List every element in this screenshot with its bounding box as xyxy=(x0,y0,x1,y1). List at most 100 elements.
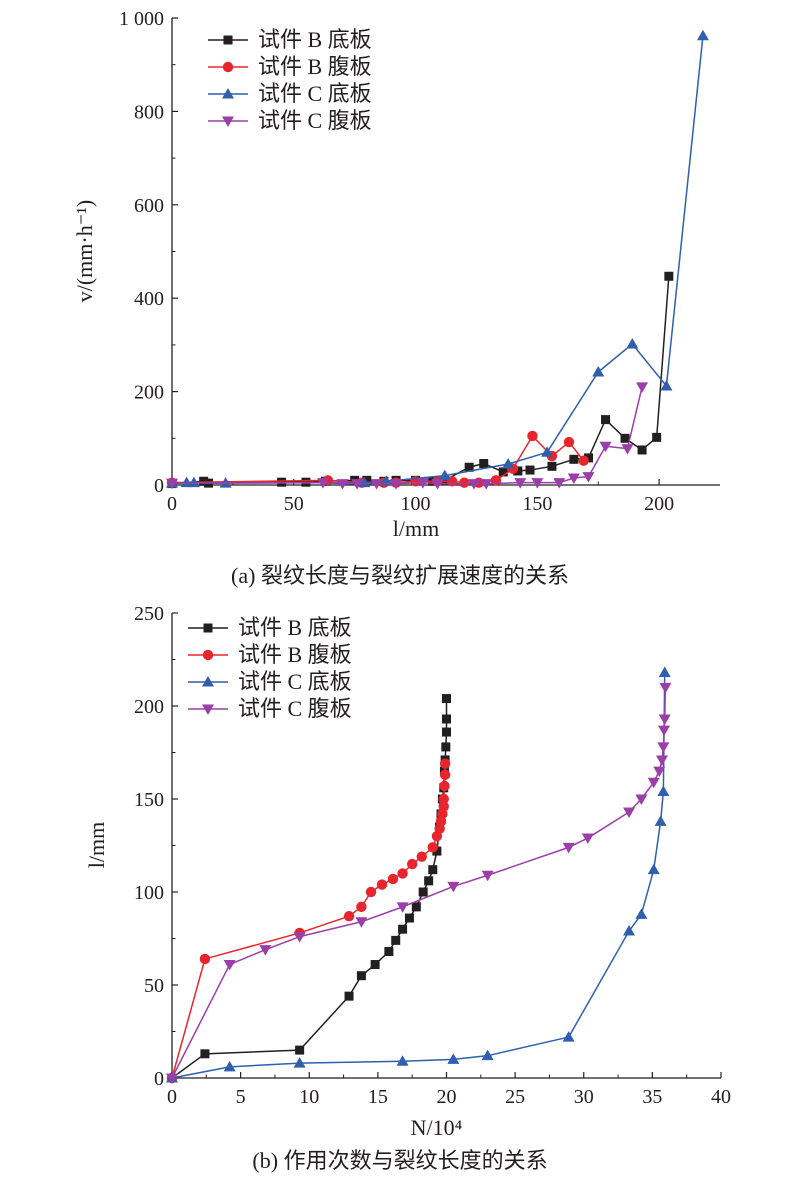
data-point xyxy=(447,881,460,893)
data-point xyxy=(527,430,538,442)
data-point xyxy=(370,960,380,970)
data-point xyxy=(199,476,209,486)
data-point xyxy=(438,793,449,805)
data-point xyxy=(660,379,673,391)
data-point xyxy=(636,382,649,393)
data-point xyxy=(351,479,364,490)
legend-label: 试件 B 腹板 xyxy=(238,642,352,667)
data-point xyxy=(635,908,648,919)
x-axis-label: l/mm xyxy=(393,516,439,541)
data-point xyxy=(479,459,489,469)
legend-marker xyxy=(222,116,234,127)
data-point xyxy=(498,467,508,477)
data-point xyxy=(569,454,579,464)
series-line xyxy=(171,763,446,1079)
data-point xyxy=(468,479,481,490)
x-tick-label: 40 xyxy=(711,1086,731,1108)
x-tick-label: 25 xyxy=(505,1086,525,1108)
data-point xyxy=(432,846,442,856)
legend-label: 试件 B 底板 xyxy=(238,615,352,640)
data-point xyxy=(427,842,438,853)
data-point xyxy=(623,807,636,819)
y-tick-label: 400 xyxy=(134,288,164,310)
data-point xyxy=(391,935,401,945)
data-point xyxy=(654,815,667,826)
data-point xyxy=(406,858,418,870)
data-point xyxy=(658,725,671,737)
data-point xyxy=(199,953,211,965)
x-tick-label: 5 xyxy=(236,1086,246,1108)
data-point xyxy=(563,436,575,448)
data-point xyxy=(696,29,709,41)
series-line xyxy=(171,687,667,1079)
data-point xyxy=(223,1060,236,1072)
data-point xyxy=(396,1055,409,1066)
data-point xyxy=(553,478,566,489)
data-point xyxy=(513,466,523,476)
data-point xyxy=(592,365,605,377)
data-point xyxy=(358,476,371,488)
data-point xyxy=(293,1057,306,1068)
data-point xyxy=(599,441,612,453)
data-point xyxy=(659,682,672,694)
data-point xyxy=(317,478,330,489)
data-point xyxy=(620,433,630,443)
legend-marker xyxy=(203,623,213,633)
legend-label: 试件 C 腹板 xyxy=(258,108,372,133)
data-point xyxy=(384,947,394,957)
x-tick-label: 10 xyxy=(299,1086,319,1108)
legend-label: 试件 B 底板 xyxy=(258,27,372,52)
data-point xyxy=(481,1049,494,1061)
data-point xyxy=(396,902,409,913)
series-line xyxy=(171,276,670,485)
data-point xyxy=(336,479,349,490)
y-tick-label: 0 xyxy=(154,1068,164,1090)
x-tick-label: 0 xyxy=(167,493,177,515)
data-point xyxy=(390,479,403,490)
legend-marker xyxy=(202,676,214,687)
data-point xyxy=(481,870,494,882)
data-point xyxy=(652,432,662,442)
series-line xyxy=(171,35,704,484)
x-tick-label: 100 xyxy=(401,493,431,515)
x-tick-label: 15 xyxy=(368,1086,388,1108)
data-point xyxy=(187,476,200,488)
series-line xyxy=(171,672,666,1079)
data-point xyxy=(439,769,451,781)
x-tick-label: 150 xyxy=(522,493,552,515)
data-point xyxy=(398,924,408,934)
data-point xyxy=(424,876,434,886)
data-point xyxy=(514,478,527,489)
data-point xyxy=(562,842,575,854)
data-point xyxy=(200,1049,210,1059)
y-tick-label: 800 xyxy=(134,101,164,123)
data-point xyxy=(411,902,421,912)
data-point xyxy=(653,766,666,778)
data-point xyxy=(502,457,515,469)
data-point xyxy=(438,469,451,481)
data-point xyxy=(581,833,594,845)
data-point xyxy=(416,478,429,489)
data-point xyxy=(464,462,474,472)
data-point xyxy=(621,444,634,455)
series-3 xyxy=(166,29,709,488)
data-point xyxy=(442,714,451,724)
y-tick-label: 50 xyxy=(144,975,164,997)
data-point xyxy=(356,971,366,981)
data-point xyxy=(365,886,377,898)
data-point xyxy=(583,453,593,463)
data-point xyxy=(658,666,671,678)
data-point xyxy=(344,991,354,1001)
data-point xyxy=(647,863,660,875)
series-1 xyxy=(167,694,451,1083)
data-point xyxy=(657,785,670,797)
x-tick-label: 0 xyxy=(167,1086,177,1108)
data-point xyxy=(447,1053,460,1064)
y-axis-label: v/(mm·h⁻¹) xyxy=(72,200,97,303)
data-point xyxy=(166,478,178,490)
chart-panel-b: 0 5 10 15 20 25 30 35 40 0 50 100 150 200 250 N/10⁴ l/mm… xyxy=(84,603,731,1173)
data-point xyxy=(431,479,444,490)
